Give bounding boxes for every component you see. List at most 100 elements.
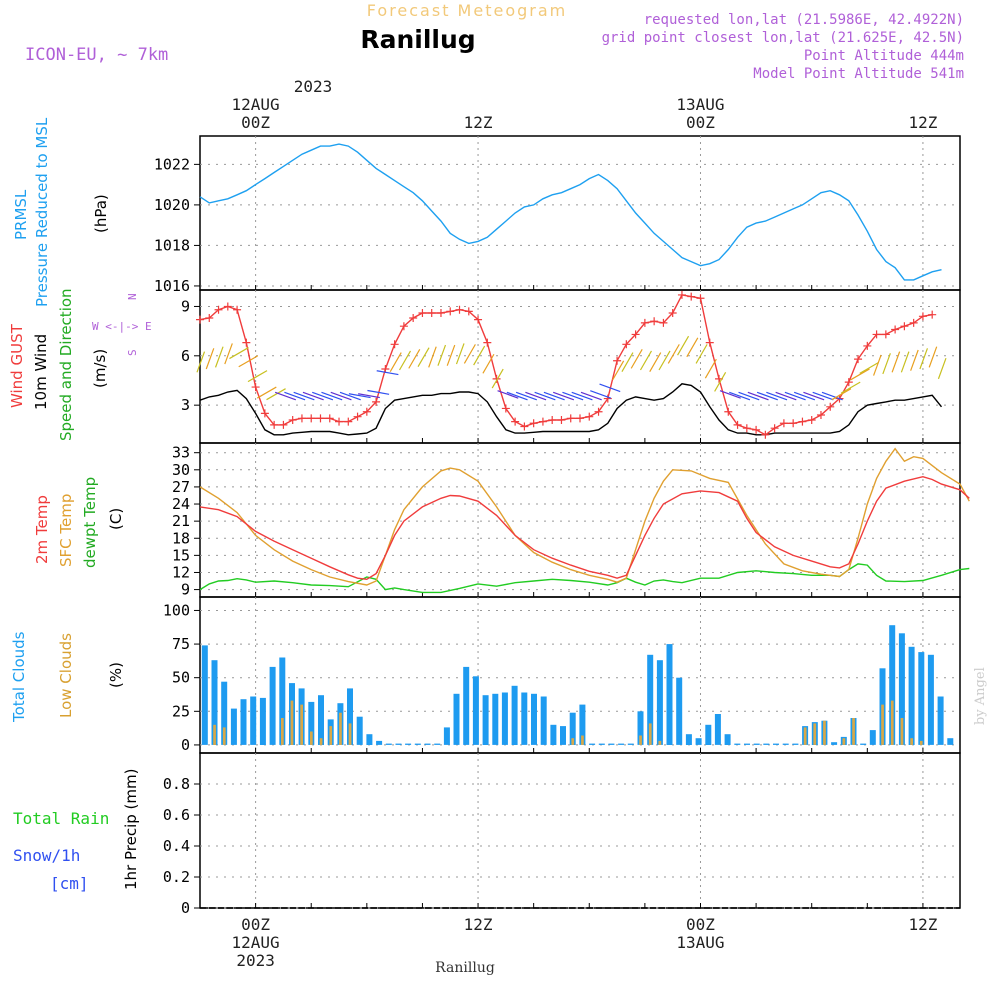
gust-marker [362, 407, 371, 416]
y-tick-label: 3 [181, 396, 190, 414]
total-cloud-bar [637, 711, 644, 745]
low-cloud-bar [339, 712, 342, 745]
total-cloud-bar [318, 695, 324, 745]
wind-direction-arrow [937, 358, 947, 380]
gust-marker [826, 402, 835, 411]
wind-direction-arrow [612, 360, 625, 381]
total-cloud-bar [792, 743, 799, 745]
low-cloud-bar [281, 718, 284, 745]
product-title: Forecast Meteogram [367, 1, 567, 20]
gust-marker [613, 356, 622, 365]
temp-labels: 2m Temp SFC Temp dewpt Temp (C) [33, 477, 125, 568]
total-cloud-bar [918, 652, 925, 745]
top-hour-label: 00Z [686, 113, 715, 132]
y-tick-label: 0.6 [163, 806, 190, 824]
gust-marker [270, 420, 279, 429]
wind-direction-arrow [525, 391, 547, 401]
total-cloud-bar [395, 743, 402, 745]
gust-marker [900, 322, 909, 331]
wind-direction-arrow [274, 391, 297, 401]
gust-marker [733, 420, 742, 429]
top-date-label: 12AUG [232, 95, 280, 114]
gust-marker [427, 309, 436, 318]
total-cloud-bar [211, 660, 218, 745]
total-cloud-bar [695, 738, 702, 745]
y-tick-label: 30 [172, 461, 190, 479]
gust-marker [223, 302, 232, 311]
gust-marker [455, 305, 464, 314]
y-tick-label: 0 [181, 736, 190, 754]
total-cloud-bar [259, 697, 266, 745]
total-clouds-label: Total Clouds [10, 631, 28, 723]
pressure-unit: (hPa) [92, 194, 110, 233]
gust-marker [891, 325, 900, 334]
wind-direction-arrow [348, 393, 371, 399]
total-cloud-bar [221, 681, 228, 745]
wind-direction-arrow [775, 391, 797, 401]
gust-marker [464, 307, 473, 316]
gust-marker [909, 318, 918, 327]
pressure-line [199, 143, 942, 281]
gust-marker [854, 355, 863, 364]
wind-direction-arrow [599, 383, 621, 393]
low-cloud-bar [852, 718, 855, 745]
gust-marker [918, 312, 927, 321]
clouds-unit: (%) [107, 662, 125, 688]
low-cloud-bar [581, 735, 584, 745]
gust-marker [501, 404, 510, 413]
wind-direction-arrow [205, 348, 215, 370]
total-cloud-bar [463, 666, 470, 745]
wind-direction-arrow [224, 343, 233, 365]
gust-marker [724, 407, 733, 416]
gust-marker [233, 305, 242, 314]
total-cloud-bar [676, 677, 683, 745]
gust-marker [372, 397, 381, 406]
wind-direction-arrow [729, 391, 751, 401]
gust-marker [214, 305, 223, 314]
total-cloud-bar [230, 708, 237, 745]
wind-direction-arrow [784, 391, 806, 401]
wind-direction-arrow [284, 391, 306, 401]
wind-direction-arrow [543, 391, 565, 401]
total-cloud-bar [550, 724, 557, 745]
gust-marker [576, 414, 584, 423]
wind-direction-arrow [428, 346, 437, 368]
total-cloud-bar [860, 743, 867, 745]
wind-direction-arrow [821, 391, 843, 401]
gust-marker [594, 407, 603, 416]
y-tick-label: 50 [172, 669, 190, 687]
gust-marker [409, 313, 418, 322]
wind-direction-arrow [437, 344, 447, 366]
cloud-labels: Total Clouds Low Clouds (%) [10, 631, 125, 723]
total-cloud-bar [405, 743, 412, 745]
gust-marker [483, 338, 492, 347]
data-marks [196, 143, 970, 909]
wind-direction-arrow [910, 349, 919, 371]
gust-marker [436, 309, 445, 318]
panel-frames [199, 135, 961, 909]
panel-frame [199, 442, 961, 598]
wind-direction-arrow [793, 391, 816, 401]
top-hour-label: 12Z [908, 113, 937, 132]
gust-marker [529, 419, 538, 428]
low-cloud-bar [290, 700, 294, 745]
gust-marker [650, 317, 659, 326]
gust-marker [872, 330, 881, 339]
gust-marker [279, 420, 288, 429]
gust-marker [205, 313, 214, 322]
gust-marker [779, 419, 788, 428]
gust-marker [687, 292, 696, 301]
low-cloud-bar [842, 738, 846, 745]
y-tick-label: 0.8 [163, 775, 190, 793]
wind-direction-arrow [389, 352, 402, 372]
total-cloud-bar [308, 701, 315, 745]
low-cloud-bar [310, 731, 313, 745]
wind-direction-arrow [312, 391, 334, 401]
temp-2m-label: 2m Temp [33, 495, 51, 564]
y-tick-label: 18 [172, 529, 190, 547]
bottom-hour-label: 12Z [908, 915, 937, 934]
point-altitude: Point Altitude 444m [804, 48, 964, 64]
gust-marker [316, 414, 325, 423]
wind-direction-arrow [497, 390, 519, 399]
total-cloud-bar [898, 633, 905, 745]
